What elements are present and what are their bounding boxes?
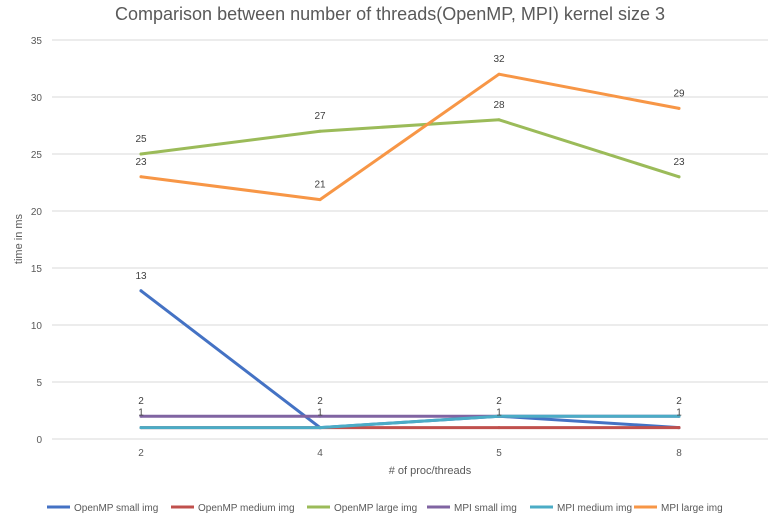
y-tick-label: 5 xyxy=(36,378,42,389)
data-point xyxy=(677,414,681,418)
data-point xyxy=(139,289,143,293)
x-tick-label: 2 xyxy=(138,448,144,459)
data-point xyxy=(318,129,322,133)
data-point xyxy=(139,152,143,156)
data-point xyxy=(497,426,501,430)
chart-title: Comparison between number of threads(Ope… xyxy=(115,4,665,24)
x-tick-label: 8 xyxy=(676,448,682,459)
data-label: 13 xyxy=(135,271,147,282)
data-label: 2 xyxy=(317,396,323,407)
legend-label: OpenMP small img xyxy=(74,503,158,514)
series-line-5 xyxy=(139,414,681,430)
y-tick-label: 20 xyxy=(31,207,43,218)
data-point xyxy=(497,118,501,122)
series-lines xyxy=(139,72,681,430)
y-axis-ticks: 0 5 10 15 20 25 30 35 xyxy=(31,36,43,446)
data-point xyxy=(139,175,143,179)
data-point xyxy=(497,414,501,418)
y-tick-label: 35 xyxy=(31,36,43,47)
data-label: 32 xyxy=(493,54,505,65)
data-label: 1 xyxy=(676,408,682,419)
x-tick-label: 4 xyxy=(317,448,323,459)
data-point xyxy=(318,198,322,202)
data-label: 1 xyxy=(496,408,502,419)
data-label: 29 xyxy=(673,88,685,99)
data-label: 21 xyxy=(314,180,326,191)
data-label: 2 xyxy=(676,396,682,407)
y-tick-label: 0 xyxy=(36,435,42,446)
legend-label: OpenMP large img xyxy=(334,503,417,514)
data-point xyxy=(497,72,501,76)
series-line-1 xyxy=(139,289,681,430)
series-line-6 xyxy=(139,72,681,202)
data-label: 28 xyxy=(493,100,505,111)
data-point xyxy=(139,426,143,430)
x-tick-label: 5 xyxy=(496,448,502,459)
data-label: 23 xyxy=(135,157,147,168)
data-point xyxy=(139,414,143,418)
y-tick-label: 15 xyxy=(31,264,43,275)
legend-label: MPI large img xyxy=(661,503,723,514)
x-axis-ticks: 2 4 5 8 xyxy=(138,448,682,459)
y-tick-label: 30 xyxy=(31,93,43,104)
legend-label: OpenMP medium img xyxy=(198,503,295,514)
y-tick-label: 10 xyxy=(31,321,43,332)
data-label: 2 xyxy=(496,396,502,407)
data-label: 23 xyxy=(673,157,685,168)
legend-label: MPI medium img xyxy=(557,503,632,514)
data-point xyxy=(677,106,681,110)
data-point xyxy=(318,426,322,430)
data-label: 27 xyxy=(314,111,326,122)
legend-label: MPI small img xyxy=(454,503,517,514)
data-point xyxy=(677,175,681,179)
data-label: 25 xyxy=(135,134,147,145)
y-axis-label: time in ms xyxy=(13,213,25,264)
x-axis-label: # of proc/threads xyxy=(389,465,472,477)
data-label: 2 xyxy=(138,396,144,407)
data-label: 1 xyxy=(138,408,144,419)
legend: OpenMP small img OpenMP medium img OpenMP … xyxy=(47,503,723,514)
gridlines xyxy=(52,39,768,440)
data-point xyxy=(318,414,322,418)
series-line-3 xyxy=(139,118,681,179)
y-tick-label: 25 xyxy=(31,150,43,161)
data-point xyxy=(677,426,681,430)
data-label: 1 xyxy=(317,408,323,419)
